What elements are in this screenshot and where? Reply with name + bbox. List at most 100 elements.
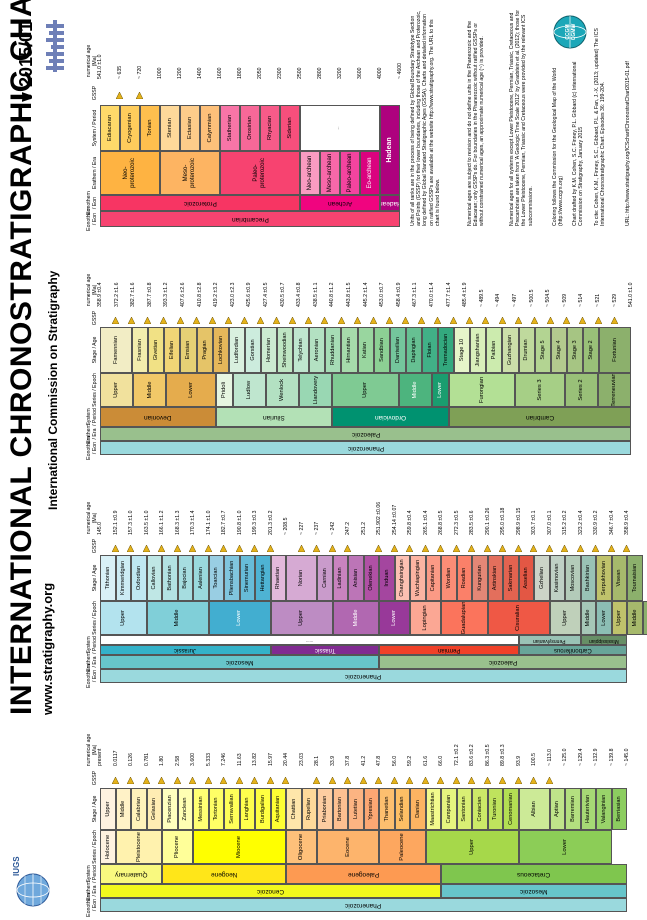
stage: Olenekian [363, 555, 379, 601]
age-value: ~ 227 [298, 521, 305, 535]
stage: Artinskian [487, 555, 503, 601]
stage: Tournaisian [627, 555, 643, 601]
epoch-label: Lower [561, 839, 568, 855]
stage-label: Toarcian [213, 567, 220, 589]
gssp-golden-spike-icon [176, 317, 184, 324]
age-value: 425.6 ±0.9 [246, 282, 253, 307]
period: Permian [379, 645, 519, 655]
age-value: ~ 145.0 [624, 748, 630, 766]
stage-label: Cenomanian [507, 793, 514, 825]
header-eon: Eonothem / Eon [86, 191, 98, 215]
header-stage: Stage / Age [92, 564, 98, 592]
epoch: Llandovery [299, 373, 333, 407]
stage-label: Sandbian [378, 338, 385, 362]
stage: Stage 4 [550, 327, 567, 373]
website-link[interactable]: www.stratigraphy.org [40, 582, 55, 715]
stage-label: Givetian [153, 339, 160, 361]
age-value: ~ 113.0 [546, 748, 553, 766]
age-value: 2.58 [174, 755, 181, 766]
gssp-golden-spike-icon [313, 777, 320, 784]
era-paleozoic: Paleozoic [100, 427, 632, 441]
stage-label: Kimmeridgian [120, 560, 127, 596]
period-empty-label: GSSP [339, 126, 341, 130]
gssp-golden-spike-icon [328, 545, 336, 552]
note-numerical: Numerical ages are subject to revision a… [467, 20, 486, 226]
period-label: Statherian [226, 114, 233, 142]
stage: Callovian [146, 555, 162, 601]
stage-label: Lochkovian [217, 335, 224, 365]
period: Ordovician [332, 407, 449, 427]
gssp-golden-spike-icon [390, 545, 398, 552]
gssp-golden-spike-icon [499, 777, 506, 784]
period-label: Permian [437, 647, 460, 654]
stage-label: Sinemurian [244, 563, 251, 593]
header-erathem: Erathem / Era [86, 652, 98, 672]
age-value: ~ 132.9 [593, 748, 599, 766]
subperiod-mississippian: Mississippian [580, 635, 627, 645]
stage-label: Rhaetian [275, 566, 282, 590]
age-value: 170.3 ±1.4 [190, 510, 196, 535]
gssp-golden-spike-icon [545, 545, 553, 552]
gssp-golden-spike-icon [421, 777, 429, 784]
age-value: 430.5 ±0.7 [279, 282, 286, 307]
epoch-label: Lower [188, 382, 195, 398]
age-value: 1.80 [159, 755, 165, 766]
note-url[interactable]: URL: http://www.stratigraphy.org/ICSchar… [625, 61, 631, 226]
stage-label: Sakmarian [507, 564, 514, 592]
gssp-golden-spike-icon [468, 777, 475, 784]
gssp-golden-spike-icon [116, 92, 123, 99]
age-value: ~ 529 [611, 293, 618, 307]
stage: Hettangian [255, 555, 271, 601]
gssp-golden-spike-icon [579, 317, 587, 324]
stage: Middle [115, 788, 131, 830]
eon-phanerozoic-label: Phanerozoic [347, 444, 384, 452]
stage: Valanginian [596, 788, 612, 830]
stage: Danian [410, 788, 426, 830]
gssp-golden-spike-icon [359, 777, 367, 784]
age-value: 86.3 ±0.5 [484, 744, 491, 766]
epoch-label: Paleocene [399, 833, 406, 861]
stage-label: Guzhangian [507, 334, 514, 366]
age-value: 199.3 ±0.3 [252, 510, 258, 535]
epoch: Guadalupian [441, 601, 488, 635]
stage: Turonian [487, 788, 503, 830]
gssp-golden-spike-icon [483, 545, 491, 552]
stage: Piacenzian [162, 788, 178, 830]
stage: Upper [100, 788, 116, 830]
stage-label: Wordian [445, 567, 452, 589]
epoch-label: Pleistocene [135, 832, 142, 862]
epoch-label: Llandovery [312, 375, 319, 405]
stage: Roadian [456, 555, 472, 601]
stage-label: Aptian [554, 801, 561, 817]
stage-label: Barremian [569, 796, 576, 822]
age-value: 477.7 ±1.4 [445, 282, 452, 307]
age-value: 157.3 ±1.0 [128, 510, 134, 535]
gssp-golden-spike-icon [257, 317, 265, 324]
epoch-label: Lower [391, 610, 398, 626]
stage-label: Dapingian [410, 337, 417, 363]
stage-label: Middle [120, 800, 127, 818]
age-value: ~ 242 [329, 521, 336, 535]
epoch-label: Lower [600, 610, 607, 626]
subperiod-pennsylvanian-label: Pennsylvanian [533, 637, 566, 644]
epoch: Pridoli [216, 373, 233, 407]
period-label: Cambrian [525, 413, 554, 421]
stage: Pragian [196, 327, 213, 373]
epoch: Middle [398, 373, 432, 407]
gssp-golden-spike-icon [224, 317, 232, 324]
age-value: 358.9 ±0.4 [624, 510, 630, 535]
stage: Hirnantian [341, 327, 358, 373]
era: Mesozoic [441, 884, 627, 898]
stage: Serravallian [224, 788, 240, 830]
gssp-golden-spike-icon [546, 317, 554, 324]
epoch-label: Lower [236, 610, 243, 626]
epoch: Lower [166, 373, 217, 407]
gssp-golden-spike-icon [158, 545, 165, 552]
gssp-golden-spike-icon [418, 317, 426, 324]
stage: Jiangshanian [470, 327, 487, 373]
age-value: 59.2 [407, 755, 413, 766]
gssp-golden-spike-icon [251, 545, 258, 552]
age-value: 100.5 [531, 753, 537, 766]
age-value: 0.781 [143, 753, 150, 766]
gssp-golden-spike-icon [220, 777, 227, 784]
